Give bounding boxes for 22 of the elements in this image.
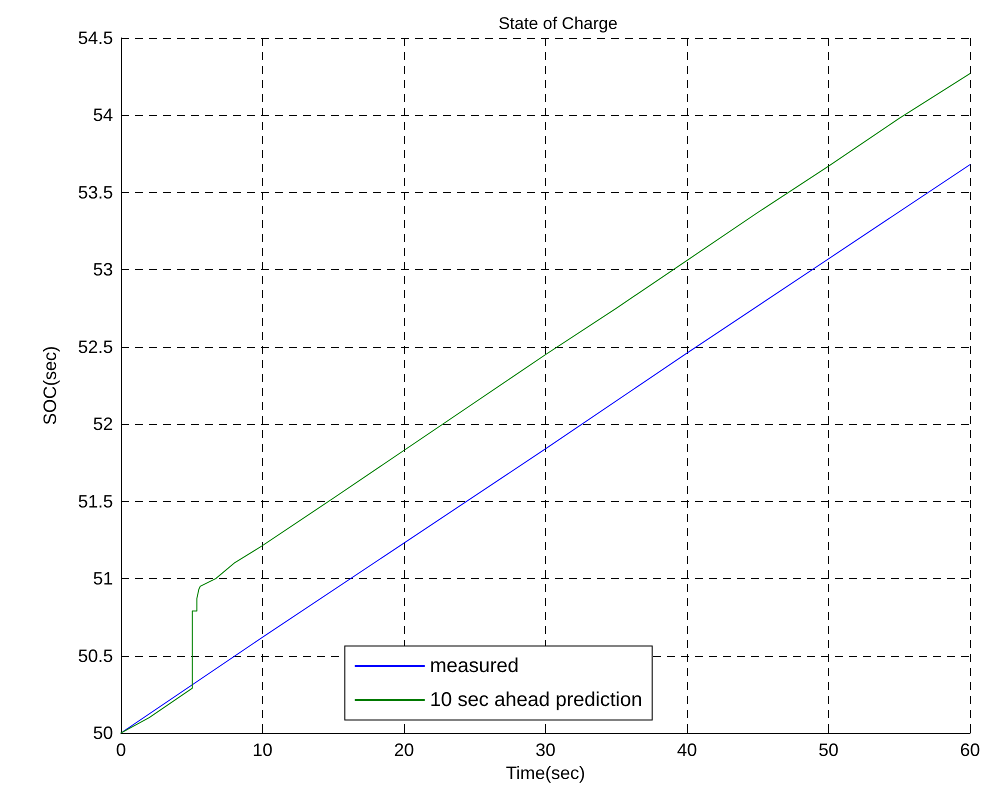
x-tick-label: 60 bbox=[960, 740, 980, 760]
y-tick-label: 51 bbox=[92, 568, 113, 589]
y-tick-label: 52 bbox=[92, 414, 113, 434]
x-tick-label: 30 bbox=[535, 740, 556, 760]
legend-label: measured bbox=[430, 655, 519, 677]
y-tick-label: 50 bbox=[92, 723, 113, 743]
y-tick-label: 50.5 bbox=[78, 646, 113, 666]
x-axis-title: Time(sec) bbox=[506, 762, 586, 783]
y-tick-label: 53.5 bbox=[78, 182, 113, 202]
x-tick-label: 20 bbox=[394, 740, 414, 760]
x-tick-label: 40 bbox=[676, 740, 698, 760]
x-tick-label: 10 bbox=[252, 740, 273, 760]
y-axis-title: SOC(sec) bbox=[40, 346, 60, 426]
x-tick-label: 0 bbox=[116, 740, 126, 760]
y-tick-label: 53 bbox=[92, 260, 113, 280]
y-tick-label: 54 bbox=[92, 105, 113, 126]
legend-label: 10 sec ahead prediction bbox=[430, 689, 642, 711]
chart-title: State of Charge bbox=[498, 14, 618, 33]
y-tick-label: 52.5 bbox=[78, 336, 113, 357]
x-tick-label: 50 bbox=[818, 740, 839, 760]
y-tick-label: 54.5 bbox=[78, 28, 113, 48]
y-tick-label: 51.5 bbox=[78, 491, 113, 512]
